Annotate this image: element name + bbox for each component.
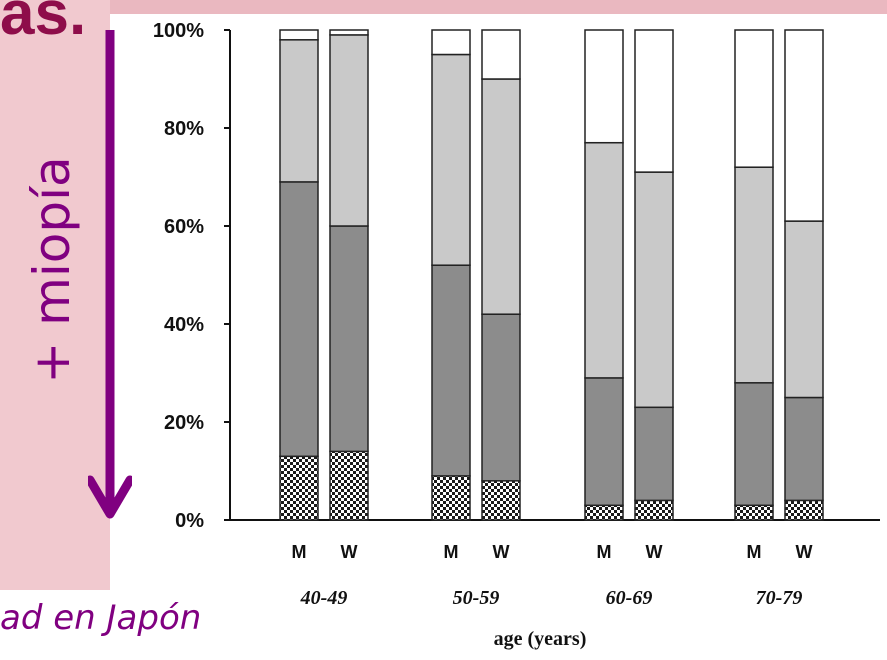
x-axis-title: age (years)	[494, 628, 587, 650]
bar-segment	[329, 29, 369, 36]
bar-segment	[279, 181, 319, 458]
myopia-down-arrow	[88, 30, 132, 519]
bar-segment	[784, 29, 824, 222]
bar-segment	[584, 141, 624, 379]
age-group-label: 70-79	[756, 587, 803, 609]
y-tick-label: 100%	[153, 20, 204, 42]
bar-segment	[481, 29, 521, 80]
age-group-label: 50-59	[453, 587, 500, 609]
bar-segment	[634, 406, 674, 502]
age-group-label: 60-69	[606, 587, 653, 609]
sex-label: M	[597, 542, 612, 562]
myopia-label: + miopía	[23, 156, 81, 384]
stacked-bar-chart: 0% 20% 40% 60% 80% 100% M W M W M W M W 40-49 50-59 60-…	[153, 20, 880, 650]
bar-segment	[634, 171, 674, 409]
sex-label: M	[292, 542, 307, 562]
x-axis-labels: M W M W M W M W 40-49 50-59 60-69 70-79	[292, 542, 813, 609]
y-tick-label: 60%	[164, 216, 204, 238]
bar-segment	[584, 29, 624, 144]
bar-segment	[634, 499, 674, 521]
bar-segment	[279, 455, 319, 521]
bar-segment	[734, 504, 774, 521]
caption: ad en Japón	[0, 598, 202, 638]
y-axis: 0% 20% 40% 60% 80% 100%	[153, 20, 880, 532]
bar-segment	[734, 29, 774, 168]
y-tick-label: 40%	[164, 314, 204, 336]
sex-label: W	[493, 542, 510, 562]
bar-segment	[784, 220, 824, 399]
bar-segment	[481, 313, 521, 482]
bar-segment	[329, 225, 369, 453]
bar-segment	[431, 475, 471, 521]
bar-segment	[634, 29, 674, 173]
y-tick-label: 0%	[175, 510, 204, 532]
bar-segment	[584, 504, 624, 521]
y-tick-label: 80%	[164, 118, 204, 140]
bar-segment	[329, 450, 369, 521]
sex-label: W	[341, 542, 358, 562]
bar-segment	[279, 29, 319, 41]
bar-segment	[431, 264, 471, 477]
bar-segment	[584, 377, 624, 507]
top-band	[110, 0, 887, 14]
bars	[279, 29, 824, 521]
sex-label: M	[444, 542, 459, 562]
bar-segment	[431, 53, 471, 266]
bar-segment	[329, 34, 369, 227]
slide-title: as.	[0, 0, 87, 48]
bar-segment	[734, 166, 774, 384]
sex-label: M	[747, 542, 762, 562]
bar-segment	[784, 499, 824, 521]
age-group-label: 40-49	[300, 587, 348, 609]
bar-segment	[279, 39, 319, 183]
bar-segment	[481, 78, 521, 315]
bar-segment	[431, 29, 471, 56]
sex-label: W	[646, 542, 663, 562]
bar-segment	[784, 396, 824, 502]
y-tick-label: 20%	[164, 412, 204, 434]
bar-segment	[481, 480, 521, 521]
bar-segment	[734, 382, 774, 507]
sex-label: W	[796, 542, 813, 562]
